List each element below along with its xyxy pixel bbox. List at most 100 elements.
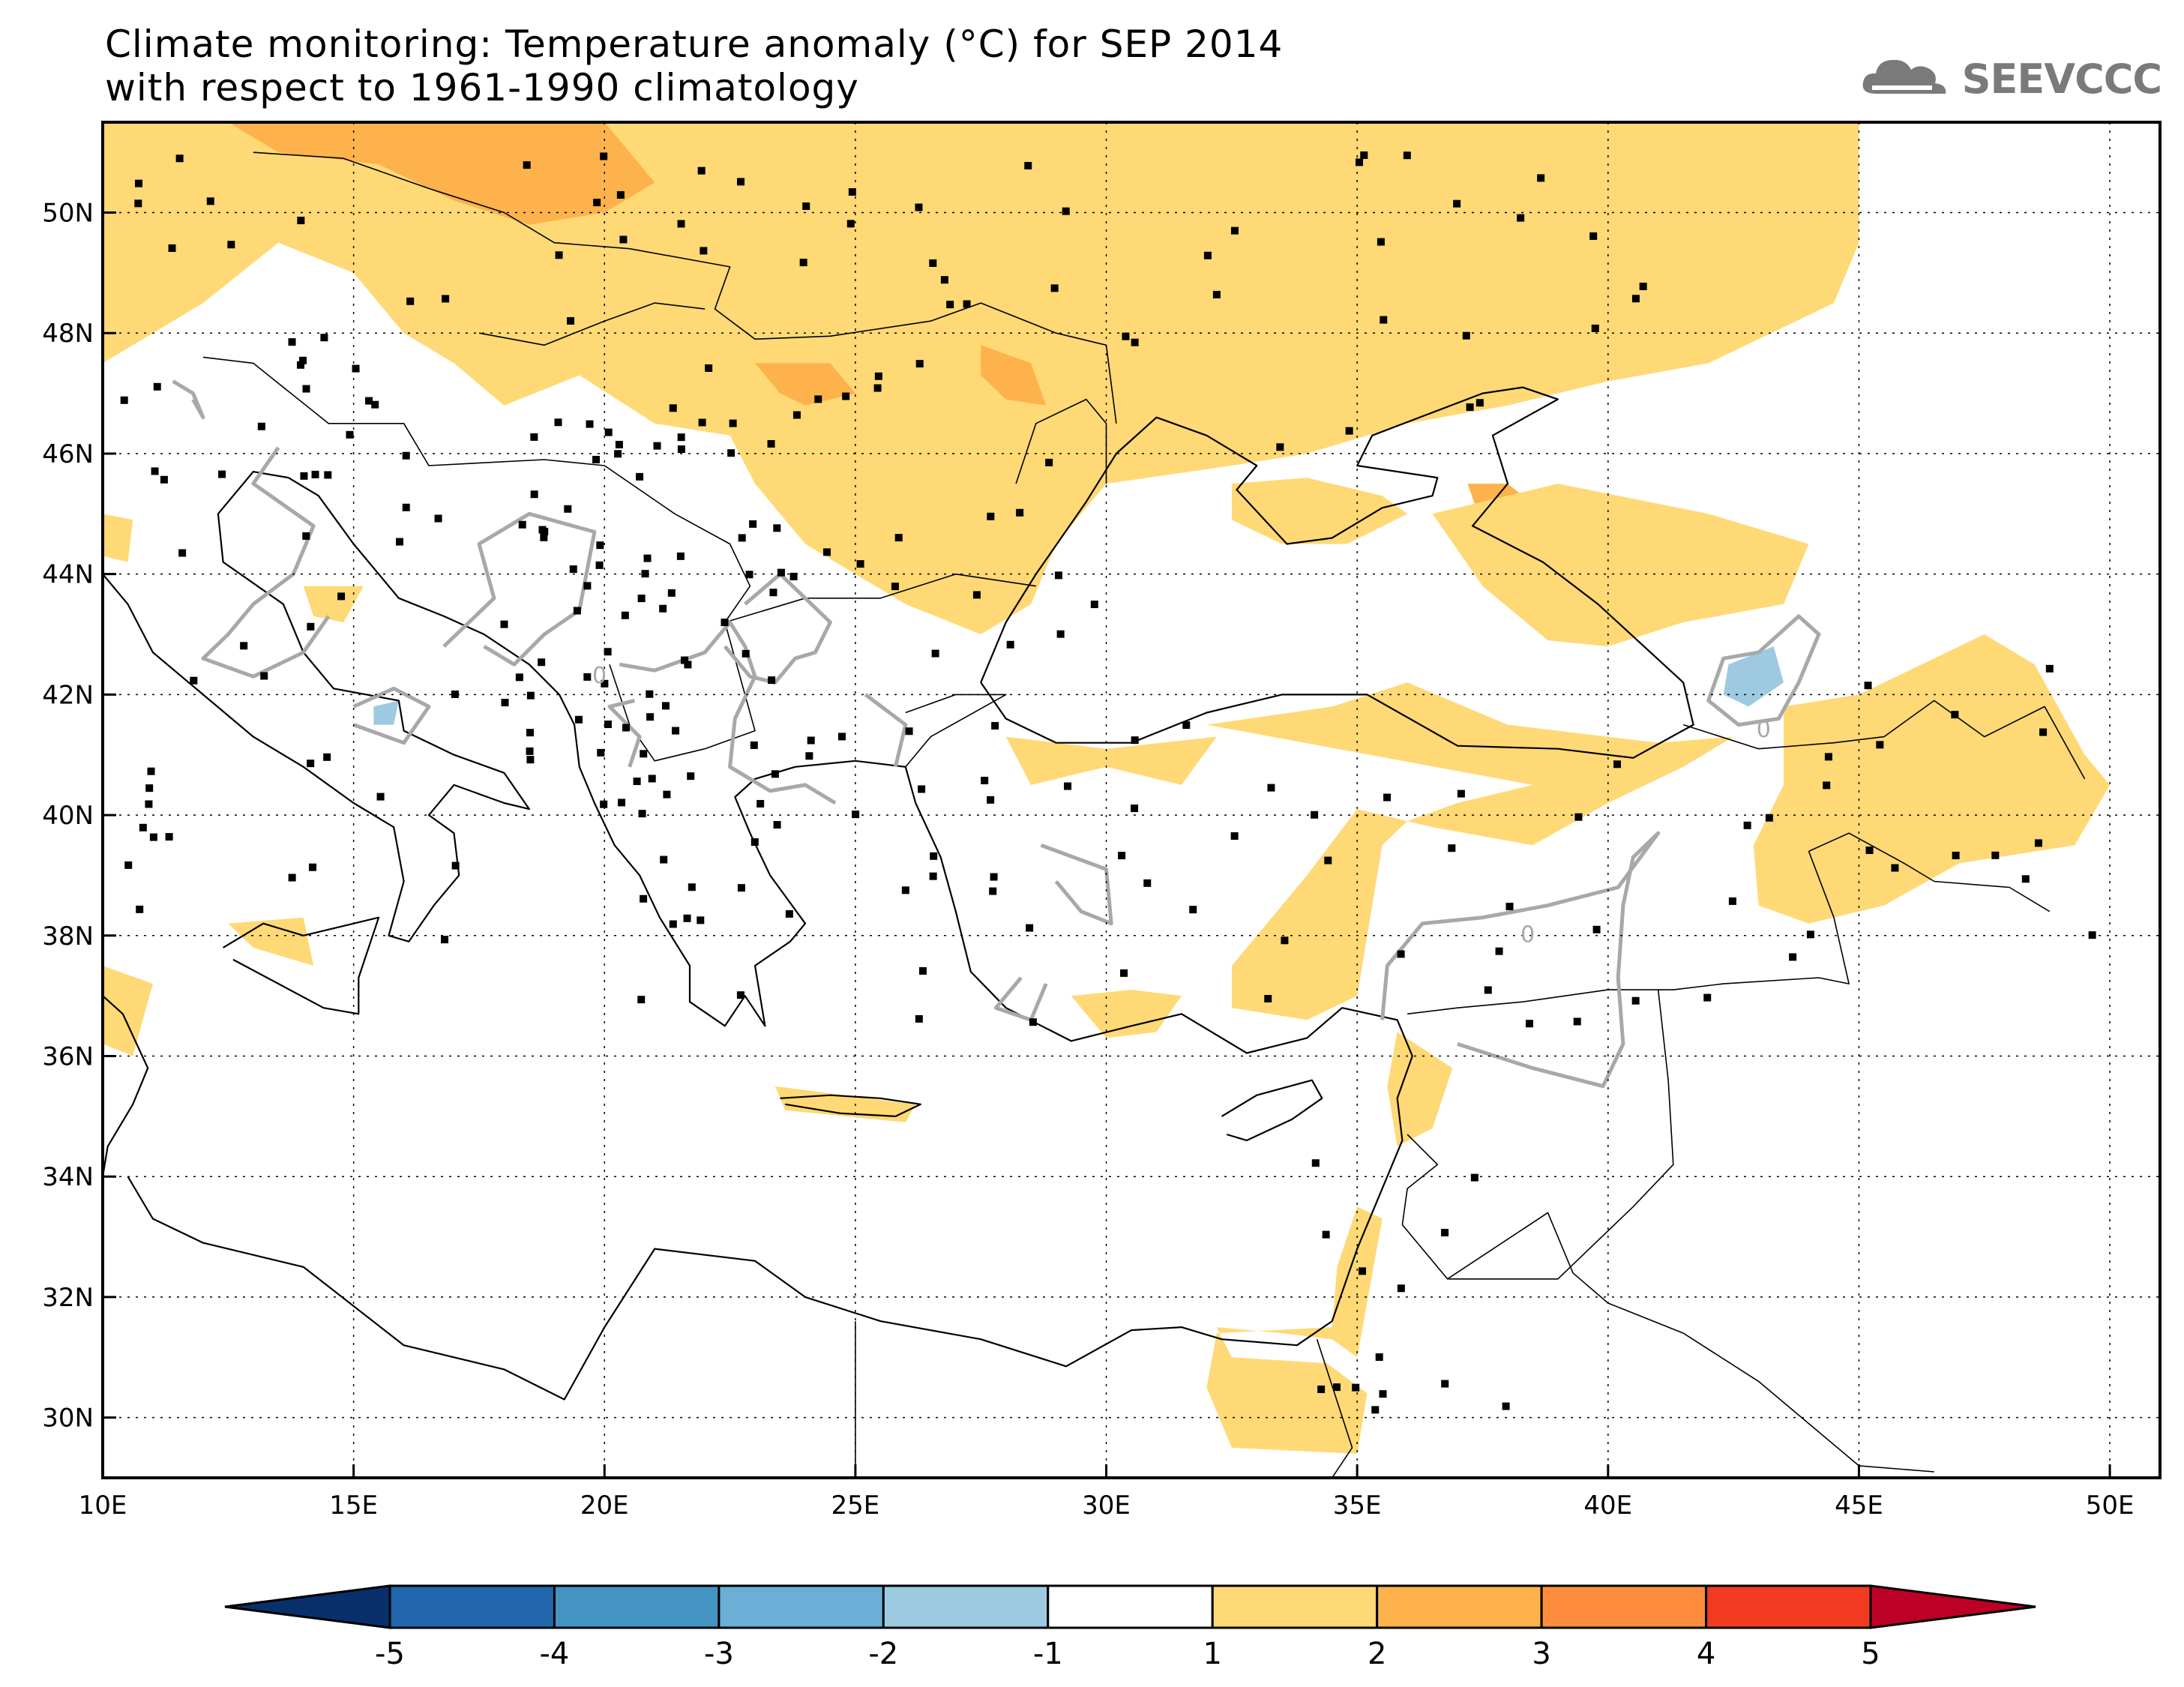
station-marker [523,161,531,169]
station-marker [805,752,813,760]
station-marker [530,490,538,499]
station-marker [442,295,450,303]
station-marker [646,690,654,698]
anomaly-region-0 [103,122,1859,634]
station-marker [1823,781,1831,790]
station-marker [120,396,128,404]
y-tick-label: 42N [42,680,94,710]
station-marker [1189,906,1197,914]
y-tick-label: 38N [42,921,94,951]
station-marker [653,442,661,450]
station-marker [160,475,168,484]
station-marker [614,450,622,458]
station-marker [918,966,927,975]
station-marker [149,833,157,841]
colorbar-bin [882,1584,1050,1629]
logo-text: SEEVCCC [1961,55,2162,103]
station-marker [1728,897,1736,905]
colorbar-label: -1 [1033,1637,1063,1671]
colorbar-bin [1540,1584,1708,1629]
zero-contour-5 [607,698,642,768]
station-marker [640,750,648,758]
station-marker [1462,331,1470,340]
station-marker [672,727,680,735]
station-marker [1203,251,1212,259]
y-tick-label: 50N [42,199,94,229]
colorbar-label: 2 [1368,1637,1386,1671]
station-marker [1574,813,1583,821]
colorbar-bin [1047,1584,1214,1629]
station-marker [501,698,509,706]
zero-contour-11 [1706,614,1821,727]
station-marker [1212,290,1221,298]
station-marker [698,418,706,427]
station-marker [929,872,937,880]
station-marker [1332,1383,1341,1392]
station-marker [451,861,460,870]
coastline-0 [980,386,1694,759]
colorbar-label: -5 [375,1637,405,1671]
station-marker [659,604,667,613]
station-marker [987,512,995,520]
colorbar-label: -3 [704,1637,734,1671]
station-marker [1952,851,1960,859]
station-marker [136,905,144,913]
station-marker [987,796,995,804]
coastline-1 [127,802,1413,1401]
station-marker [586,420,594,428]
station-marker [636,472,644,481]
station-marker [365,397,373,405]
station-marker [2021,875,2030,883]
border-3 [724,573,1036,623]
colorbar-label: 1 [1203,1637,1221,1671]
station-marker [1267,784,1275,792]
station-marker [768,676,776,685]
station-marker [1765,814,1773,822]
station-marker [700,247,708,255]
station-marker [302,385,310,393]
station-marker [891,583,899,591]
station-marker [930,852,938,860]
station-marker [931,649,939,658]
colorbar-max-arrow [1869,1584,2036,1629]
station-marker [1024,161,1032,169]
anomaly-region-15 [228,917,314,966]
colorbar-bin [718,1584,885,1629]
coastline-7 [1221,1079,1323,1142]
station-marker [1359,1267,1367,1275]
station-marker [1311,811,1319,819]
station-marker [640,894,648,903]
station-marker [737,884,745,892]
station-marker [1448,844,1456,852]
station-marker [1591,324,1599,332]
station-marker [2045,664,2054,673]
station-marker [604,721,612,729]
station-marker [1484,986,1492,994]
station-marker [1891,864,1899,872]
station-marker [1703,993,1712,1002]
station-marker [616,190,625,199]
colorbar-bin [1376,1584,1543,1629]
x-tick-label: 50E [2086,1491,2135,1521]
station-marker [1743,821,1751,829]
station-marker [1453,199,1461,208]
border-1 [202,356,756,762]
station-marker [721,619,729,627]
y-tick-label: 40N [42,801,94,831]
station-marker [1120,969,1128,977]
station-marker [396,538,404,546]
station-marker [595,561,604,569]
station-marker [1537,174,1545,182]
station-marker [1118,852,1126,860]
station-marker [1470,1173,1478,1182]
station-marker [773,821,781,829]
x-tick-label: 45E [1835,1491,1883,1521]
station-marker [749,520,757,528]
contour-label: 0 [592,663,607,689]
station-marker [1317,1385,1326,1393]
anomaly-region-3 [981,345,1047,406]
anomaly-region-17 [774,1086,916,1122]
station-marker [619,235,628,244]
anomaly-region-12 [1206,1206,1383,1454]
